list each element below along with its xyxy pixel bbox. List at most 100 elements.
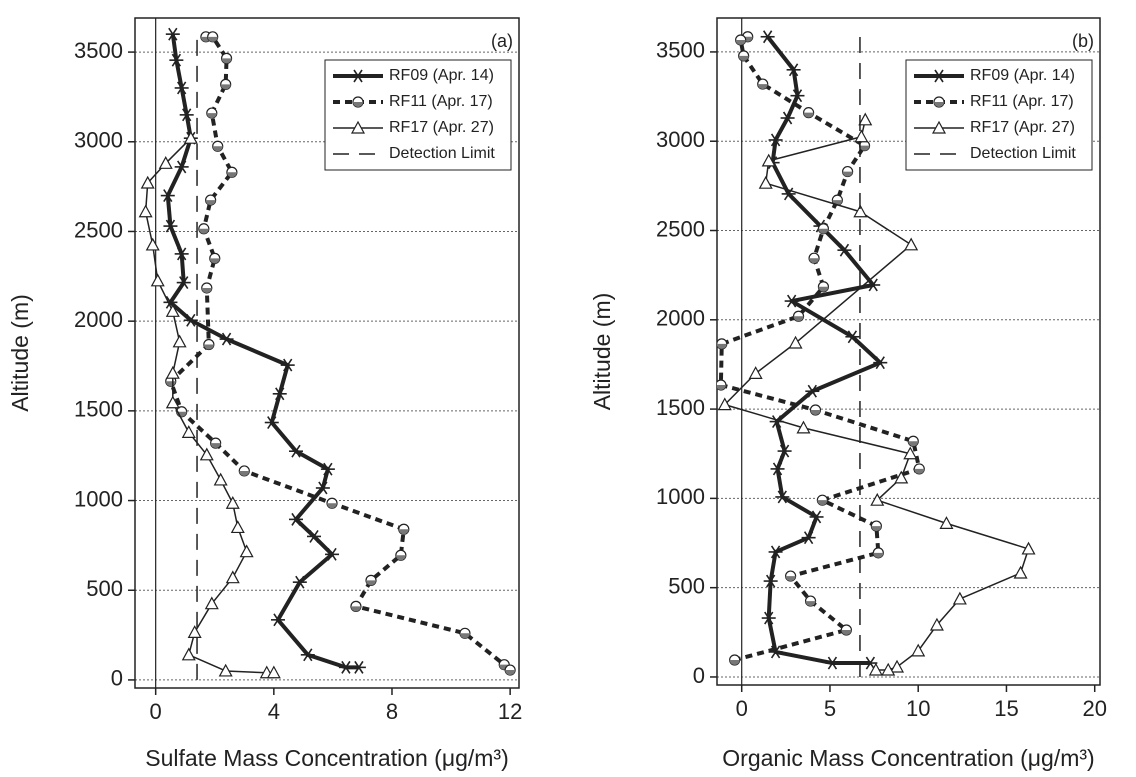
- data-point: [205, 194, 217, 206]
- data-point: [315, 481, 330, 495]
- plot-area: [138, 27, 516, 680]
- marker-triangle: [181, 647, 196, 661]
- marker-half: [198, 228, 209, 234]
- marker-stroke: [779, 444, 790, 458]
- marker-triangle: [904, 237, 919, 251]
- plot-frame: [716, 17, 1101, 686]
- marker-stroke: [291, 444, 301, 458]
- marker-half: [717, 384, 726, 390]
- data-point: [350, 600, 362, 612]
- marker-half: [201, 287, 212, 293]
- y-axis-label: Altitude (m): [7, 294, 33, 412]
- data-point: [842, 165, 854, 178]
- data-point: [761, 611, 776, 625]
- data-point: [1021, 541, 1036, 555]
- data-point: [288, 444, 303, 458]
- marker-half: [353, 102, 363, 107]
- data-point: [903, 446, 918, 460]
- data-point: [213, 472, 228, 486]
- data-point: [717, 397, 732, 411]
- marker-stroke: [792, 89, 803, 103]
- marker-half: [327, 503, 338, 509]
- data-point: [160, 189, 175, 203]
- marker-triangle: [717, 397, 732, 411]
- data-point: [395, 549, 407, 561]
- marker-triangle: [758, 175, 773, 189]
- legend-marker: [931, 120, 947, 134]
- data-point: [717, 338, 728, 350]
- data-point: [351, 660, 366, 674]
- y-tick-label: 1500: [656, 395, 705, 420]
- data-point: [738, 50, 750, 62]
- data-point: [140, 175, 155, 189]
- marker-triangle: [138, 204, 153, 218]
- data-point: [300, 648, 315, 662]
- data-point: [929, 617, 944, 631]
- data-point: [817, 223, 830, 235]
- data-point: [870, 520, 882, 532]
- marker-stroke: [221, 332, 232, 346]
- marker-triangle: [939, 516, 954, 529]
- marker-stroke: [827, 656, 838, 670]
- y-tick-label: 2500: [656, 216, 705, 241]
- data-point: [809, 404, 822, 416]
- data-point: [292, 575, 307, 589]
- data-point: [817, 281, 830, 293]
- marker-stroke: [764, 611, 774, 625]
- marker-triangle: [218, 663, 233, 677]
- data-point: [210, 437, 222, 449]
- marker-triangle: [858, 112, 873, 126]
- data-point: [805, 384, 820, 398]
- data-point: [181, 647, 196, 661]
- marker-half: [505, 670, 516, 676]
- marker-stroke: [786, 294, 797, 308]
- marker-half: [859, 145, 870, 151]
- data-point: [165, 395, 180, 409]
- marker-half: [203, 344, 214, 350]
- data-point: [264, 416, 279, 429]
- marker-stroke: [309, 529, 319, 543]
- marker-stroke: [782, 111, 793, 125]
- marker-half: [226, 172, 237, 178]
- panel-label: (a): [491, 31, 513, 51]
- marker-triangle: [230, 520, 245, 534]
- data-point: [837, 243, 852, 257]
- marker-stroke: [771, 415, 782, 429]
- marker-triangle: [796, 420, 811, 434]
- marker-triangle: [929, 617, 944, 631]
- marker-triangle: [266, 665, 281, 679]
- legend-marker: [933, 96, 945, 108]
- data-point: [225, 570, 240, 584]
- data-point: [952, 591, 967, 605]
- marker-stroke: [353, 69, 363, 83]
- data-point: [220, 52, 233, 64]
- marker-triangle: [952, 591, 967, 605]
- marker-half: [210, 443, 221, 449]
- marker-triangle: [225, 495, 240, 509]
- marker-stroke: [165, 219, 176, 233]
- marker-half: [738, 55, 749, 61]
- x-tick-label: 0: [736, 696, 748, 721]
- marker-half: [729, 659, 740, 665]
- marker-stroke: [177, 81, 187, 95]
- marker-triangle: [204, 596, 219, 610]
- data-point: [763, 574, 778, 588]
- data-point: [165, 304, 180, 317]
- data-point: [201, 282, 213, 294]
- legend-label: RF11 (Apr. 17): [970, 93, 1074, 110]
- data-point: [768, 545, 783, 559]
- x-tick-label: 0: [150, 699, 162, 724]
- series-line: [724, 119, 1030, 671]
- data-point: [758, 175, 773, 189]
- legend: RF09 (Apr. 14) RF11 (Apr. 17) RF17 (Apr. 2…: [324, 59, 512, 171]
- marker-half: [212, 146, 223, 152]
- marker-half: [841, 629, 852, 635]
- marker-triangle: [911, 643, 926, 657]
- marker-triangle: [165, 304, 180, 317]
- marker-triangle: [868, 662, 883, 676]
- marker-stroke: [934, 69, 944, 83]
- marker-triangle: [853, 204, 868, 218]
- marker-stroke: [762, 30, 773, 44]
- y-tick-label: 1000: [74, 486, 123, 511]
- data-point: [230, 520, 245, 534]
